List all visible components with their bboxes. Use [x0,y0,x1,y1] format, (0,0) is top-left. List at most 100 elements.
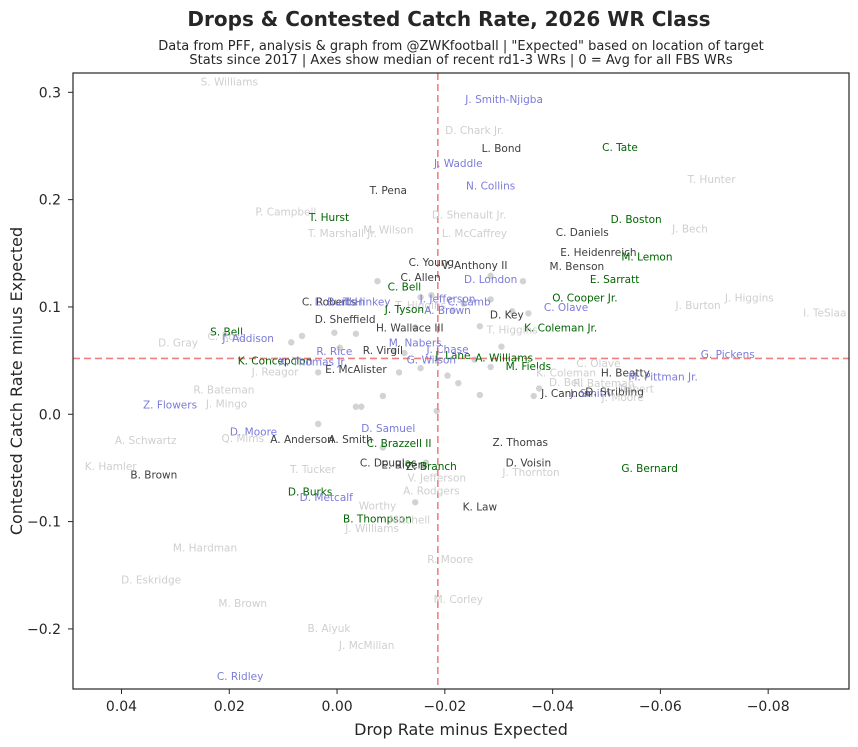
axis-ticks: 0.04 0.02 0.00 −0.02 −0.04 −0.06 −0.08 0.3 0.2 0.… [27,85,790,715]
data-point-marker [374,277,381,285]
point-label: K. Hamler [85,461,137,473]
point-label: T. Hurst [308,212,349,224]
point-label: L. Bond [482,143,521,155]
plot-frame [72,72,850,690]
point-label: A. Schwartz [115,435,177,447]
point-label: M. Hardman [173,542,237,554]
data-point-marker [288,339,295,346]
point-label: N. Collins [466,181,515,193]
data-point-marker [508,308,516,315]
x-tick-label: −0.06 [639,699,682,715]
point-label: B. Thompson [343,513,412,525]
marker-layer [288,272,543,506]
data-point-marker [395,369,403,376]
point-label: J. Higgins [724,292,774,304]
data-point-marker [444,372,451,379]
x-tick-label: 0.02 [214,699,245,715]
point-label: C. Young [409,257,454,269]
data-point-marker [336,344,343,351]
point-label: G. Wilson [407,355,456,367]
x-tick-label: 0.04 [106,699,137,715]
point-label: D. London [464,274,517,286]
point-label: E. Sarratt [590,274,640,286]
data-point-marker [411,499,419,506]
data-point-marker [449,306,457,314]
data-point-marker [352,330,360,337]
data-point-marker [519,277,527,285]
point-label: E. McAlister [325,364,387,376]
point-label: C. Lamb [447,297,491,309]
point-label: M. Pittman Jr. [628,372,697,384]
point-label: D. Eskridge [121,575,181,587]
point-label: D. Chark Jr. [445,125,504,137]
point-label: C. Ross [207,331,245,343]
data-point-marker [433,407,440,415]
point-label: J. Smith-Njigba [464,94,543,106]
point-label: T. Marshall Jr. [307,228,377,240]
point-label: K. Concepcion [238,356,313,368]
data-point-marker [498,343,505,350]
data-point-marker [352,403,360,410]
point-label: Z. Branch [406,461,457,473]
chart-title: Drops & Contested Catch Rate, 2026 WR Cl… [187,7,710,31]
data-point-marker [314,369,322,376]
point-label: J. Addison [221,333,274,345]
point-label: J. Bech [671,224,708,236]
point-label: J. Thornton [501,467,559,479]
point-label: L. McCaffrey [442,228,507,240]
point-label: J. Williams [344,523,399,535]
point-label: M. Benson [550,261,605,273]
point-label: M. Brown [218,598,267,610]
point-label: C. Bell [388,282,422,294]
data-point-marker [487,296,494,303]
point-label: K. Coleman Jr. [524,322,597,334]
data-point-marker [298,332,306,340]
point-label: J. Smith [569,388,610,400]
data-point-marker [535,385,543,392]
median-lines [73,73,849,689]
point-label: D. Voisin [506,458,552,470]
x-tick-label: −0.02 [423,699,466,715]
data-point-marker [422,459,430,466]
point-label: C. Olave [576,358,620,370]
point-label: H. Wallace III [376,322,444,334]
point-label: M. Fields [506,361,551,373]
data-point-marker [428,291,435,299]
point-label: M. Corley [434,594,483,606]
point-label: M. Wilson [363,225,413,237]
data-point-marker [487,363,494,371]
data-point-marker [331,329,338,336]
data-point-marker [358,403,365,410]
data-point-marker [417,364,424,372]
point-label: G. Pickens [701,349,755,361]
data-point-marker [476,323,484,330]
point-label: A. Rodgers [403,485,460,497]
point-label: T. Hinkey [342,297,391,309]
point-label: J. McMillan [338,640,395,652]
x-axis-label: Drop Rate minus Expected [354,720,568,739]
point-label: T. Tucker [289,464,336,476]
point-label: D. Burks [288,487,333,499]
point-label: D. Moore [230,426,277,438]
point-label: E. Rivers [381,460,427,472]
point-label: C. Roberts [302,297,356,309]
data-point-marker [411,324,419,331]
point-label: Tolbert [617,384,654,396]
point-label: J. Tyson [384,304,424,316]
point-label: C. Tate [602,142,638,154]
point-label: M. Nabers [389,337,442,349]
point-label: R. Bateman [573,378,634,390]
x-tick-label: −0.04 [531,699,574,715]
point-label: A. Anderson [270,434,334,446]
point-label: J. Jefferson [419,293,476,305]
point-label: I. TeSlaa [803,307,846,319]
point-label: C. Olave [544,302,588,314]
point-label: J. Reagor [251,366,300,378]
y-tick-label: 0.3 [39,85,61,101]
data-point-marker [417,294,424,301]
point-label: R. Rice [316,346,352,358]
point-label: K. Coleman [536,367,596,379]
point-label: A. Smith [328,434,372,446]
